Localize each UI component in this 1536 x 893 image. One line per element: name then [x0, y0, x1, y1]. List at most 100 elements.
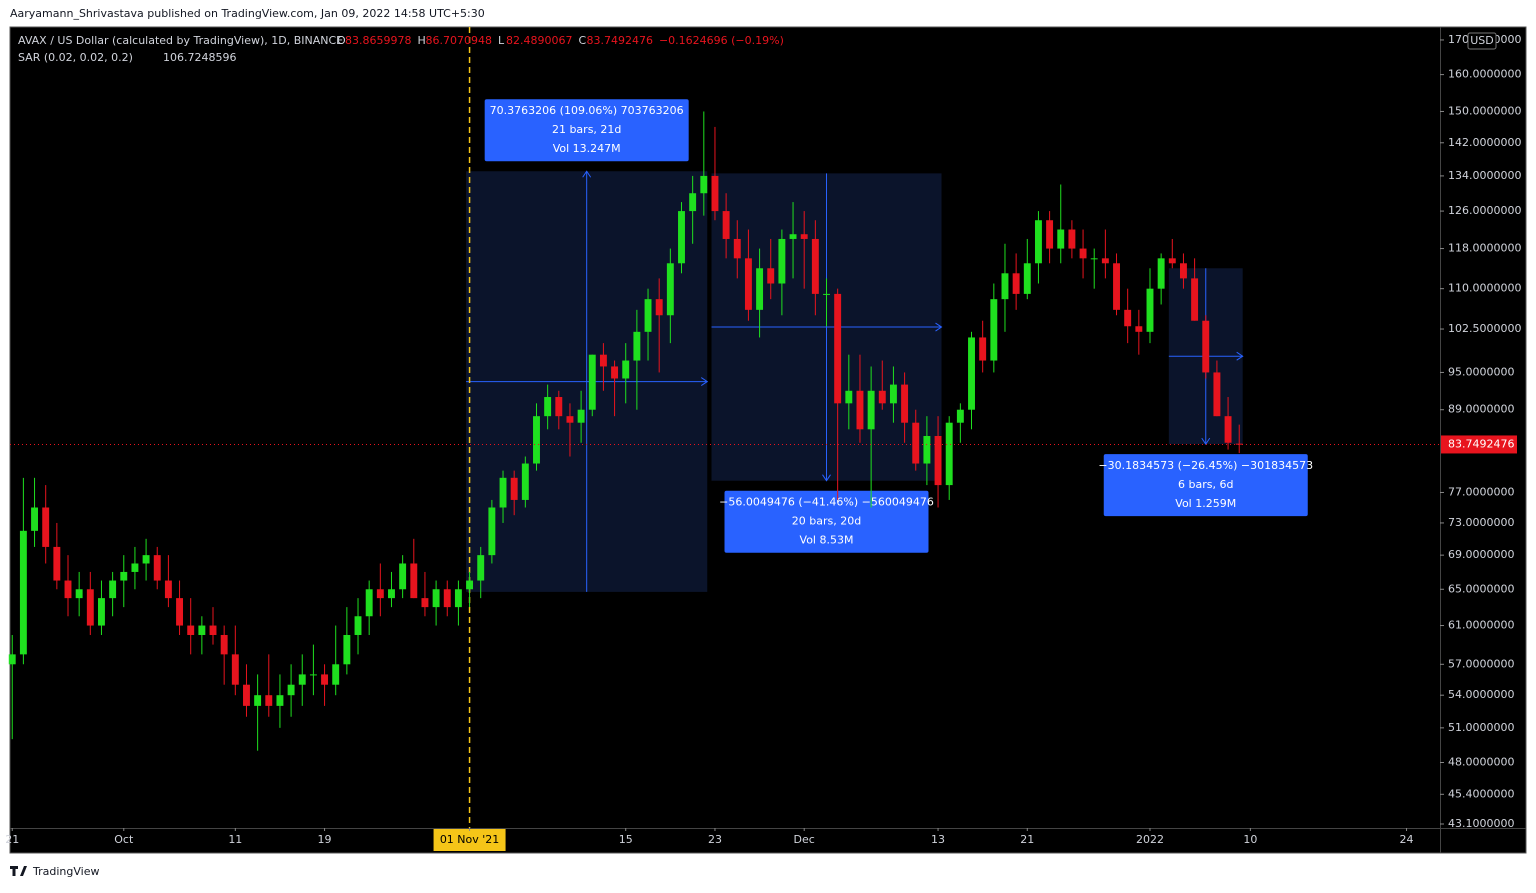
candle-body: [31, 507, 38, 531]
candle-body: [1001, 273, 1009, 300]
candle-body: [321, 674, 329, 685]
candle-body: [956, 409, 964, 423]
ohlc-key: H: [417, 34, 425, 47]
candle-body: [53, 546, 61, 581]
candle-body: [856, 390, 864, 430]
arrow-head: [582, 170, 592, 178]
candle-body: [901, 384, 909, 423]
last-price-tag: [1441, 435, 1517, 454]
candle-body: [298, 674, 306, 685]
candle-body: [823, 293, 830, 295]
candle-body: [1079, 248, 1087, 259]
candle-body: [454, 589, 462, 608]
y-tick-label: 134.0000000: [1448, 169, 1521, 182]
candle-body: [309, 674, 317, 676]
y-tick-label: 102.5000000: [1448, 322, 1521, 335]
y-tick-label: 110.0000000: [1448, 282, 1521, 295]
candle-body: [265, 695, 273, 706]
x-tick-label: 24: [1400, 833, 1414, 846]
arrow-head: [822, 474, 831, 482]
candle-body: [934, 435, 942, 486]
candle-body: [477, 555, 485, 581]
candle-body: [811, 238, 819, 294]
candle-body: [432, 589, 440, 608]
plot: 70.3763206 (109.06%) 703763206 21 bars, 2…: [8, 27, 1440, 828]
candle-body: [198, 625, 206, 635]
candle-body: [945, 422, 953, 486]
x-tick-label: 21: [1020, 833, 1034, 846]
x-tick-label: 11: [228, 833, 242, 846]
candle-body: [689, 193, 697, 212]
candle-body: [867, 390, 875, 430]
candle-body: [744, 258, 752, 310]
candle-body: [86, 589, 94, 626]
x-tick-label: Dec: [794, 833, 815, 846]
currency-box: [1467, 32, 1497, 50]
candle-body: [243, 684, 250, 706]
candle-body: [1090, 258, 1098, 260]
ohlc-key: L: [498, 34, 505, 47]
arrow-head: [935, 322, 943, 332]
y-tick-label: 57.0000000: [1448, 657, 1514, 670]
candle-body: [109, 580, 117, 599]
candle-body: [678, 211, 685, 264]
candle-body: [521, 463, 529, 500]
candle-body: [655, 299, 663, 316]
ohlc-value: 83.8659978: [345, 34, 411, 47]
y-tick-label: 48.0000000: [1448, 755, 1514, 768]
candle-body: [700, 175, 708, 194]
ohlc-key: C: [578, 34, 586, 47]
candle-body: [354, 616, 362, 635]
x-tick-label: 2022: [1136, 833, 1164, 846]
candle-body: [187, 625, 195, 635]
candle-body: [968, 337, 975, 410]
candle-body: [410, 563, 418, 599]
measure-text: −56.0049476 (−41.46%) −560049476: [719, 496, 934, 509]
x-tick-label: Oct: [114, 833, 134, 846]
candle-body: [1023, 263, 1031, 294]
last-price: 83.7492476: [1448, 437, 1514, 450]
candle-body: [332, 664, 340, 685]
y-tick-label: 126.0000000: [1448, 204, 1521, 217]
x-tick-label: 19: [318, 833, 332, 846]
candle-body: [1202, 320, 1210, 373]
x-tick-highlight: [433, 829, 506, 851]
candle-body: [42, 507, 50, 547]
ohlc-value: 82.4890067: [506, 34, 572, 47]
candle-body: [176, 598, 184, 626]
candle-body: [1124, 309, 1132, 327]
y-tick-label: 45.4000000: [1448, 787, 1514, 800]
candle-body: [1213, 372, 1221, 417]
brand: TradingView: [32, 865, 99, 878]
axis-border: [10, 828, 1526, 829]
candle-body: [767, 268, 775, 284]
candle-body: [120, 571, 128, 581]
measure-text: Vol 8.53M: [800, 534, 854, 547]
axis-border: [1440, 27, 1441, 853]
candle-body: [912, 422, 920, 464]
candle-body: [1101, 258, 1109, 264]
arrow-head: [700, 377, 709, 386]
candle-body: [1191, 278, 1199, 321]
candle-body: [1113, 263, 1120, 310]
candle-body: [388, 589, 395, 599]
candle-body: [231, 654, 239, 685]
x-tick-label: 15: [619, 833, 633, 846]
y-tick-label: 43.1000000: [1448, 817, 1514, 830]
candle-body: [499, 477, 507, 508]
candle-body: [1057, 229, 1065, 249]
y-tick-label: 69.0000000: [1448, 548, 1514, 561]
measure-label: [724, 490, 929, 553]
candle-body: [711, 175, 719, 212]
candle-body: [75, 589, 83, 599]
candle-body: [153, 555, 161, 581]
logo: TradingView: [10, 865, 99, 878]
candle-body: [555, 397, 563, 417]
y-tick-label: 150.0000000: [1448, 104, 1521, 117]
candle-body: [287, 684, 295, 696]
y-tick-label: 118.0000000: [1448, 242, 1521, 255]
candle-body: [421, 598, 429, 608]
candle-body: [979, 337, 987, 361]
ohlc-value: 86.7070948: [425, 34, 491, 47]
measure-label: [1103, 454, 1308, 517]
